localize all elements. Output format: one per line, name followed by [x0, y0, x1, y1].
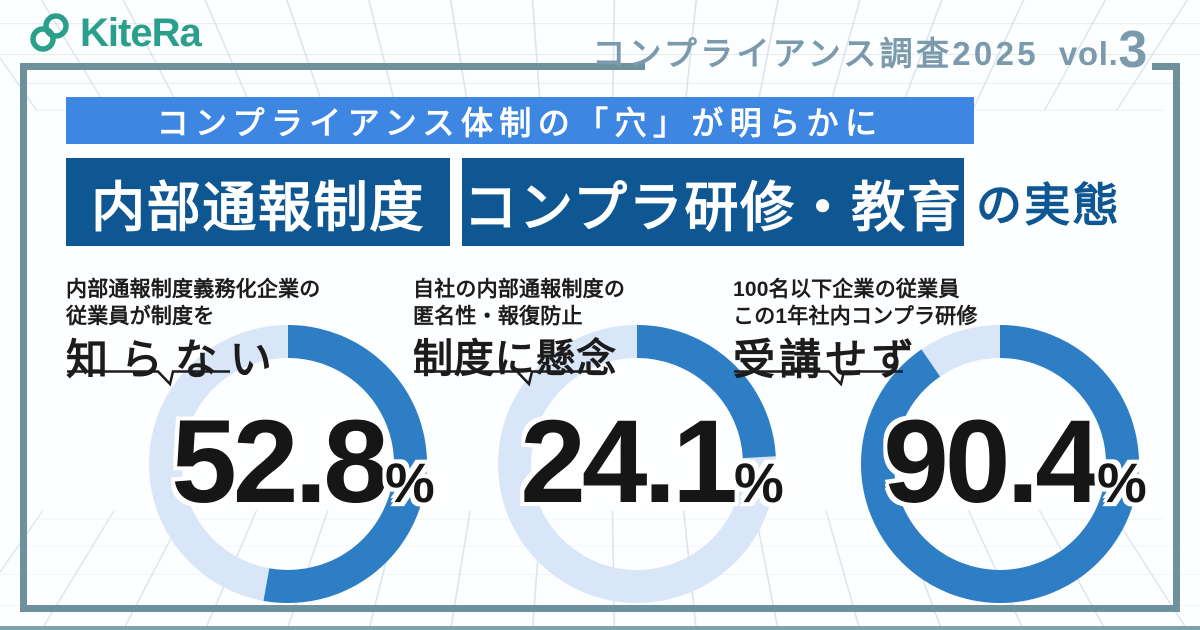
frame-border-right — [1173, 63, 1180, 612]
bottom-edge-strip — [0, 626, 1200, 630]
chart3-context-line1: 100名以下企業の従業員 — [733, 278, 960, 301]
chart2-percentage: 24.1% — [520, 403, 783, 521]
topic-box-whistleblowing-label: 内部通報制度 — [91, 177, 425, 238]
chart1-unit: % — [384, 451, 435, 514]
frame-border-bottom — [20, 605, 1180, 612]
donut-1 — [149, 325, 427, 603]
chart2-callout-line — [414, 370, 601, 387]
donut-3 — [861, 325, 1139, 603]
chart3-callout-line — [734, 370, 903, 387]
chart1-percentage: 52.8% — [171, 403, 434, 521]
topic-box-training-label: コンプラ研修・教育 — [463, 177, 963, 238]
headline-banner-text: コンプライアンス体制の「穴」が明らかに — [156, 104, 884, 141]
donut-chart-group-2: 自社の内部通報制度の 匿名性・報復防止 制度に懸念 24.1% — [413, 276, 784, 606]
chart3-percentage: 90.4% — [883, 403, 1146, 521]
chart1-context-line1: 内部通報制度義務化企業の — [66, 278, 321, 301]
vol-prefix: vol. — [1058, 35, 1119, 73]
chart1-highlight-label: 知らない — [66, 336, 285, 383]
kitera-logo-text: KiteRa — [80, 10, 202, 55]
chart3-context-line2: この1年社内コンプラ研修 — [733, 305, 978, 328]
chart2-highlight-label: 制度に懸念 — [413, 337, 617, 381]
donut-2 — [498, 325, 776, 603]
donut-chart-group-1: 内部通報制度義務化企業の 従業員が制度を 知らない 52.8% — [66, 276, 435, 606]
topic-box-whistleblowing: 内部通報制度 — [66, 158, 450, 246]
survey-title: コンプライアンス調査2025 vol. 3 — [592, 21, 1148, 80]
chart2-unit: % — [733, 451, 784, 514]
donut-chart-group-3: 100名以下企業の従業員 この1年社内コンプラ研修 受講せず 90.4% — [733, 276, 1147, 606]
chart3-unit: % — [1096, 451, 1147, 514]
headline-banner: コンプライアンス体制の「穴」が明らかに — [66, 97, 974, 144]
survey-volume: vol. 3 — [1058, 21, 1148, 80]
chart1-context-line2: 従業員が制度を — [66, 305, 215, 328]
chart2-context-line2: 匿名性・報復防止 — [413, 305, 583, 328]
chart1-value: 52.8 — [171, 396, 389, 528]
frame-border-left — [20, 63, 27, 612]
kitera-rings-icon — [30, 13, 69, 52]
kitera-logo: KiteRa — [26, 9, 202, 57]
chart3-value: 90.4 — [883, 396, 1101, 528]
frame-border-top-right — [1152, 63, 1180, 70]
vol-number: 3 — [1118, 21, 1148, 80]
chart1-callout-line — [67, 370, 230, 387]
headline-suffix: の実態 — [976, 179, 1121, 231]
chart3-highlight-label: 受講せず — [733, 336, 918, 383]
frame-border-top-left — [20, 63, 645, 70]
topic-box-training: コンプラ研修・教育 — [462, 158, 964, 246]
survey-title-text: コンプライアンス調査2025 — [592, 35, 1039, 73]
chart2-value: 24.1 — [520, 396, 738, 528]
chart2-context-line1: 自社の内部通報制度の — [413, 278, 626, 301]
